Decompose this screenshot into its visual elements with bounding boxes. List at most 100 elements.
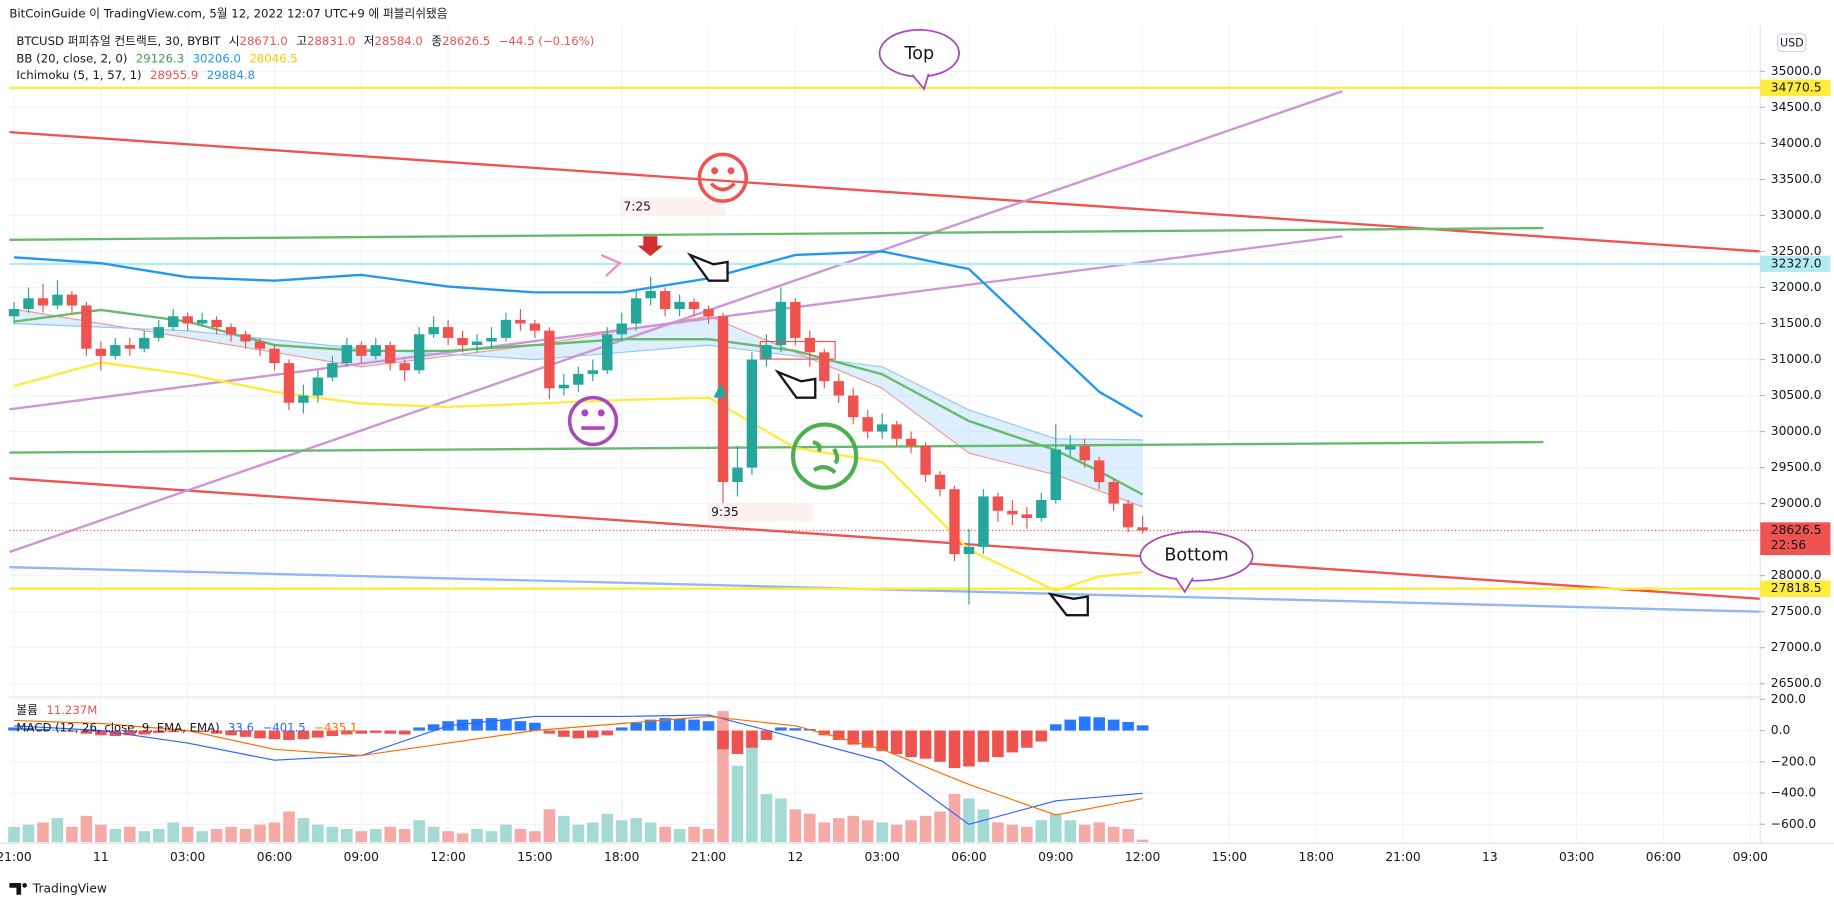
candle-body bbox=[1079, 445, 1090, 461]
candle-body bbox=[139, 337, 150, 349]
macd-histogram-bar bbox=[876, 730, 888, 751]
volume-bar bbox=[485, 831, 498, 843]
price-level-tag bbox=[1760, 79, 1831, 97]
y-tick-label: 27500.0 bbox=[1771, 604, 1822, 618]
volume-bar bbox=[1122, 828, 1134, 843]
macd-histogram-bar bbox=[95, 730, 107, 736]
macd-histogram-bar bbox=[673, 718, 686, 731]
candle-body bbox=[240, 334, 251, 342]
price-level-label: 32327.0 bbox=[1771, 256, 1822, 270]
volume-bar bbox=[1021, 826, 1033, 843]
chevron bbox=[600, 253, 623, 277]
x-tick-label: 12:00 bbox=[1125, 850, 1160, 864]
callout-text: Top bbox=[904, 44, 935, 64]
candle-body bbox=[269, 348, 280, 364]
macd-histogram-bar bbox=[919, 730, 932, 759]
candle-body bbox=[819, 352, 830, 382]
candle-body bbox=[717, 316, 729, 482]
volume-bar bbox=[442, 831, 454, 843]
volume-bar bbox=[876, 822, 888, 843]
macd-histogram-bar bbox=[1064, 719, 1077, 731]
trend-line bbox=[9, 90, 1343, 554]
volume-bar bbox=[832, 818, 845, 843]
candle-body bbox=[949, 489, 960, 555]
x-tick-label: 06:00 bbox=[951, 850, 986, 864]
macd-histogram-bar bbox=[731, 730, 744, 754]
volume-bar bbox=[355, 831, 368, 843]
time-box bbox=[619, 197, 726, 217]
candle-body bbox=[963, 546, 975, 555]
candle-body bbox=[1021, 514, 1033, 519]
macd-histogram-bar bbox=[283, 730, 295, 740]
candle-body bbox=[196, 319, 208, 324]
volume-bar bbox=[514, 828, 527, 843]
signal-line bbox=[14, 715, 1143, 816]
countdown: 22:56 bbox=[1771, 538, 1807, 552]
candle-body bbox=[442, 327, 454, 338]
macd-histogram-bar bbox=[124, 730, 136, 736]
candle-body bbox=[182, 316, 193, 324]
x-tick-label: 12:00 bbox=[430, 850, 465, 864]
legend-symbol: BTCUSD 퍼피츄얼 컨트랙트, 30, BYBIT bbox=[16, 33, 221, 47]
candle-body bbox=[876, 424, 888, 432]
macd-histogram-bar bbox=[905, 730, 917, 758]
volume-bar bbox=[587, 822, 599, 843]
price-level-tag bbox=[1760, 522, 1831, 556]
macd-histogram-bar bbox=[861, 730, 874, 748]
candle-body bbox=[66, 294, 78, 306]
candle-body bbox=[1065, 445, 1076, 450]
candle-body bbox=[428, 327, 439, 335]
candle-body bbox=[471, 341, 483, 346]
macd-histogram-bar bbox=[630, 722, 642, 731]
x-tick-label: 21:00 bbox=[691, 850, 726, 864]
candle-body bbox=[1036, 500, 1047, 519]
candle-body bbox=[399, 363, 410, 371]
candle-body bbox=[110, 345, 121, 356]
candle-body bbox=[1050, 449, 1061, 501]
footer-text: TradingView bbox=[32, 881, 107, 895]
legend-value: 28671.0 bbox=[240, 33, 288, 47]
volume-bar bbox=[717, 711, 729, 843]
macd-histogram-bar bbox=[326, 730, 339, 737]
macd-histogram-bar bbox=[152, 730, 165, 733]
x-tick-label: 03:00 bbox=[1559, 850, 1594, 864]
footer-logo: TradingView bbox=[9, 881, 107, 895]
x-tick-label: 15:00 bbox=[1212, 850, 1247, 864]
macd-histogram-bar bbox=[37, 729, 49, 731]
legend-title: Ichimoku (5, 1, 57, 1) bbox=[16, 67, 141, 81]
candle-body bbox=[1108, 481, 1119, 504]
candle-body bbox=[602, 334, 613, 371]
x-tick-label: 09:00 bbox=[344, 850, 379, 864]
legend-bb: BB (20, close, 2, 0) 29126.3 30206.0 280… bbox=[16, 51, 297, 65]
legend-value: 28831.0 bbox=[307, 33, 355, 47]
x-tick-label: 18:00 bbox=[1299, 850, 1334, 864]
volume-bar bbox=[948, 794, 961, 843]
volume-bar bbox=[977, 809, 990, 843]
volume-bar bbox=[861, 820, 874, 843]
macd-histogram-bar bbox=[456, 719, 469, 731]
x-tick-label: 21:00 bbox=[1385, 850, 1420, 864]
candle-body bbox=[587, 370, 598, 374]
candle-body bbox=[23, 298, 34, 310]
legend-value: −401.5 bbox=[262, 720, 305, 734]
macd-histogram-bar bbox=[948, 730, 961, 769]
candle-body bbox=[413, 334, 425, 371]
x-tick-label: 12 bbox=[788, 850, 804, 864]
plot-layer bbox=[8, 86, 1761, 843]
candle-body bbox=[225, 327, 237, 335]
bb-upper bbox=[14, 250, 1144, 418]
candle-body bbox=[95, 348, 107, 356]
volume-bar bbox=[413, 820, 425, 843]
volume-bar bbox=[775, 798, 787, 843]
legend-value: 29126.3 bbox=[136, 51, 184, 65]
macd-histogram-bar bbox=[977, 730, 990, 762]
macd-histogram-bar bbox=[500, 719, 512, 731]
legend-value: 28584.0 bbox=[375, 33, 423, 47]
volume-bar bbox=[66, 826, 78, 843]
legend-key: 저 bbox=[364, 33, 375, 47]
y-tick-label: 27000.0 bbox=[1771, 640, 1822, 654]
macd-histogram-bar bbox=[847, 730, 860, 745]
macd-histogram-bar bbox=[51, 729, 64, 731]
macd-histogram-bar bbox=[167, 730, 179, 733]
